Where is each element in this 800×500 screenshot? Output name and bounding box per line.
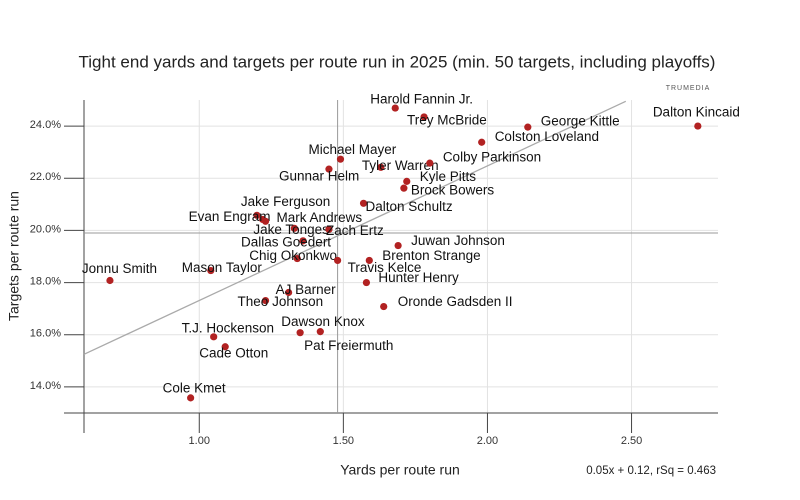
point bbox=[316, 328, 324, 336]
x-tick-label: 2.00 bbox=[477, 435, 498, 447]
point-label: Jake Tonges bbox=[253, 222, 329, 237]
point bbox=[296, 329, 304, 337]
point-label: Gunnar Helm bbox=[279, 169, 359, 184]
point bbox=[261, 296, 270, 305]
y-tick-label: 24.0% bbox=[30, 119, 61, 131]
point bbox=[325, 165, 333, 173]
point-label: Colston Loveland bbox=[495, 129, 599, 144]
point bbox=[290, 224, 298, 232]
point bbox=[187, 394, 195, 402]
logo: TRUMEDIA bbox=[666, 85, 711, 92]
point-label: Dalton Schultz bbox=[366, 199, 453, 214]
point-label: Kyle Pitts bbox=[420, 169, 477, 184]
point-label: Trey McBride bbox=[407, 113, 487, 128]
point bbox=[694, 122, 702, 130]
point-label: Cole Kmet bbox=[163, 380, 226, 395]
y-tick-label: 18.0% bbox=[30, 275, 61, 287]
point bbox=[362, 278, 371, 287]
point-label: Oronde Gadsden II bbox=[398, 294, 513, 309]
y-tick-label: 22.0% bbox=[30, 171, 61, 183]
point-label: Dalton Kincaid bbox=[653, 105, 740, 120]
point-label: George Kittle bbox=[541, 114, 620, 129]
point bbox=[380, 302, 388, 311]
trendline bbox=[83, 100, 627, 355]
point bbox=[106, 276, 114, 285]
point-label: Jonnu Smith bbox=[82, 261, 157, 276]
y-tick-label: 14.0% bbox=[30, 380, 61, 392]
point-label: Jake Ferguson bbox=[241, 194, 330, 209]
x-tick-label: 1.00 bbox=[189, 435, 210, 447]
point-label: T.J. Hockenson bbox=[182, 320, 274, 335]
point bbox=[207, 266, 215, 275]
point bbox=[221, 343, 229, 351]
y-axis-label: Targets per route run bbox=[6, 191, 22, 321]
x-axis-label: Yards per route run bbox=[340, 462, 460, 478]
point bbox=[359, 199, 368, 207]
point-label: Brenton Strange bbox=[382, 248, 480, 263]
point-label: Juwan Johnson bbox=[411, 233, 505, 248]
point bbox=[334, 256, 342, 265]
point-label: Evan Engram bbox=[189, 209, 271, 224]
point bbox=[377, 163, 385, 171]
chart-title: Tight end yards and targets per route ru… bbox=[79, 52, 716, 71]
point bbox=[426, 159, 434, 167]
point bbox=[403, 177, 411, 185]
point-label: Tyler Warren bbox=[362, 158, 439, 173]
point bbox=[391, 104, 399, 112]
point-label: Chig Okonkwo bbox=[249, 248, 337, 263]
point-label: Travis Kelce bbox=[348, 260, 422, 275]
point-label: Brock Bowers bbox=[411, 183, 495, 198]
point bbox=[325, 225, 333, 233]
point bbox=[293, 254, 301, 263]
point bbox=[253, 211, 261, 219]
point-label: AJ Barner bbox=[276, 282, 337, 297]
x-tick-label: 1.50 bbox=[333, 435, 354, 447]
point bbox=[365, 256, 373, 265]
point bbox=[524, 123, 532, 131]
point-label: Mark Andrews bbox=[277, 210, 363, 225]
point bbox=[394, 241, 402, 250]
point bbox=[210, 333, 218, 341]
point-label: Theo Johnson bbox=[238, 294, 324, 309]
point-label: Dawson Knox bbox=[281, 314, 365, 329]
point bbox=[336, 155, 345, 163]
point-label: Pat Freiermuth bbox=[304, 338, 393, 353]
point-label: Colby Parkinson bbox=[443, 150, 541, 165]
trend-annotation: 0.05x + 0.12, rSq = 0.463 bbox=[586, 465, 716, 477]
point-label: Michael Mayer bbox=[308, 142, 396, 157]
point bbox=[285, 288, 293, 297]
y-tick-label: 20.0% bbox=[30, 223, 61, 235]
point-label: Dallas Goedert bbox=[241, 234, 331, 249]
y-tick-label: 16.0% bbox=[30, 328, 61, 340]
point-label: Harold Fannin Jr. bbox=[370, 92, 473, 107]
point-label: Hunter Henry bbox=[378, 270, 459, 285]
point-label: Mason Taylor bbox=[182, 260, 263, 275]
point-label: Zach Ertz bbox=[326, 223, 384, 238]
point bbox=[261, 217, 270, 225]
point bbox=[420, 113, 428, 121]
x-tick-label: 2.50 bbox=[621, 435, 642, 447]
point-label: Cade Otton bbox=[199, 345, 268, 360]
point bbox=[400, 184, 408, 192]
point bbox=[478, 138, 486, 146]
point bbox=[299, 237, 307, 245]
